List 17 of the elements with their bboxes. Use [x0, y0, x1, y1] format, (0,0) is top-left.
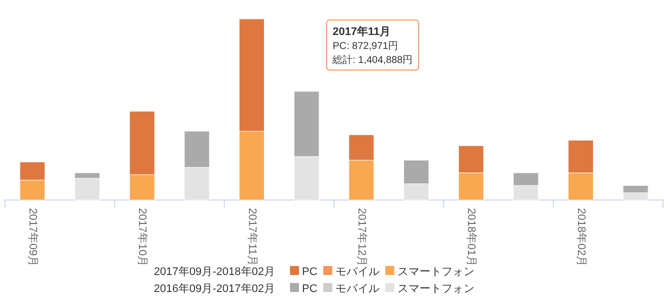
- legend-label: PC: [302, 266, 318, 278]
- annotation: 総計: 1,404,888円: [332, 54, 413, 66]
- x-tick-label: 2017年10月: [136, 208, 148, 267]
- x-tick-label: 2017年09月: [26, 208, 39, 267]
- annotation: 2017年11月: [332, 25, 391, 38]
- legend-label: モバイル: [335, 266, 380, 278]
- x-tick-label: 2017年11月: [246, 208, 258, 266]
- legend-label: スマートフォン: [397, 266, 474, 278]
- x-tick-label: 2018年01月: [465, 208, 478, 267]
- text: 2016年09月-2017年02月: [154, 283, 275, 295]
- text: 2017年09月-2018年02月: [154, 266, 275, 278]
- annotation: PC: 872,971円: [332, 41, 398, 52]
- x-tick-label: 2018年02月: [574, 208, 587, 267]
- legend-label: PC: [302, 283, 318, 295]
- legend-label: スマートフォン: [397, 283, 474, 295]
- legend-label: モバイル: [335, 283, 380, 295]
- x-tick-label: 2017年12月: [356, 208, 368, 267]
